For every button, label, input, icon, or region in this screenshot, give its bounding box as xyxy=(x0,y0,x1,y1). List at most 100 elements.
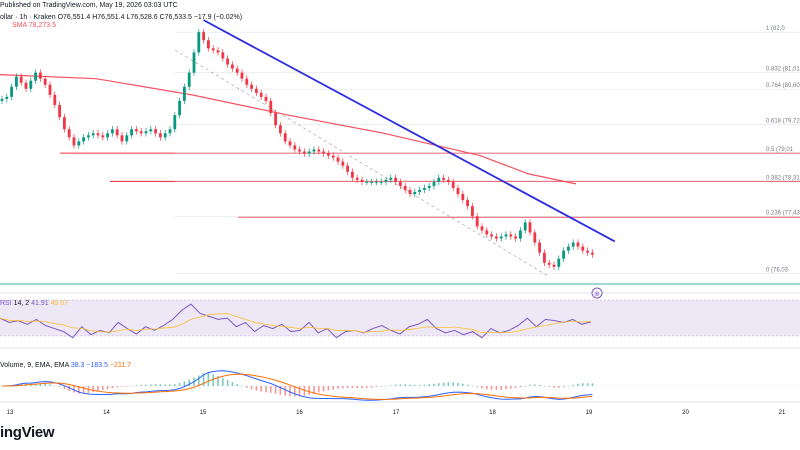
rsi-value2: 45.07 xyxy=(50,300,69,307)
candle-body xyxy=(187,72,191,87)
time-axis: 13 14 15 16 17 18 19 20 21 xyxy=(7,410,786,416)
macd-histogram-bar xyxy=(154,384,157,386)
macd-histogram-bar xyxy=(457,382,459,386)
macd-histogram-bar xyxy=(188,379,190,386)
macd-histogram-bar xyxy=(164,384,166,386)
candle-body xyxy=(543,252,546,263)
macd-histogram-bar xyxy=(591,383,594,386)
macd-histogram-bar xyxy=(519,386,522,388)
macd-histogram-bar xyxy=(385,385,387,387)
macd-histogram-bar xyxy=(505,386,507,390)
macd-histogram-bar xyxy=(231,382,234,386)
rsi-label: RSI xyxy=(0,300,12,307)
macd-histogram-bar xyxy=(567,386,570,387)
macd-histogram-bar xyxy=(116,386,118,388)
macd-histogram-bar xyxy=(500,386,502,390)
candle-body xyxy=(10,86,13,97)
candle-body xyxy=(125,135,129,142)
candle-body xyxy=(259,92,263,97)
macd-histogram-bar xyxy=(356,386,358,389)
x-tick-label: 21 xyxy=(779,410,786,416)
macd-histogram-bar xyxy=(548,386,550,387)
candle-body xyxy=(576,242,580,247)
candle-body xyxy=(413,191,417,194)
fib-label: 1 (82,0 xyxy=(766,26,785,32)
macd-histogram-bar xyxy=(543,385,546,387)
macd-histogram-bar xyxy=(366,386,368,389)
macd-histogram-bar xyxy=(265,386,267,393)
blue-trend-line[interactable] xyxy=(203,19,616,243)
candle-body xyxy=(490,234,493,237)
candle-body xyxy=(298,149,301,152)
candle-body xyxy=(480,226,484,231)
candle-body xyxy=(269,100,273,114)
macd-value-a: −183.5 xyxy=(86,362,109,369)
fib-label: 0.236 (77,43 xyxy=(766,211,800,217)
fib-label: 0.5 (79,01 xyxy=(766,147,794,153)
candle-body xyxy=(471,206,474,217)
macd-histogram-bar xyxy=(428,384,430,386)
macd-histogram-bar xyxy=(318,386,320,393)
macd-histogram-bar xyxy=(159,384,162,386)
candle-body xyxy=(72,137,76,146)
candle-body xyxy=(447,179,450,182)
candle-body xyxy=(48,84,52,95)
macd-histogram-bar xyxy=(126,386,128,387)
x-tick-label: 14 xyxy=(103,410,110,416)
fib-label: 0 (76,03 xyxy=(766,268,789,274)
macd-histogram-bar xyxy=(452,382,454,386)
candle-body xyxy=(571,242,575,247)
rsi-value: 41.91 xyxy=(31,300,49,307)
macd-histogram-bar xyxy=(198,375,200,386)
candle-body xyxy=(360,179,364,182)
fib-diagonal-guide xyxy=(174,49,549,277)
candle-body xyxy=(43,78,47,85)
macd-line xyxy=(1,370,593,401)
candle-body xyxy=(288,141,292,146)
candle-body xyxy=(19,76,23,83)
macd-histogram-bar xyxy=(337,386,339,389)
candle-body xyxy=(202,32,205,41)
candle-body xyxy=(533,232,537,243)
candle-body xyxy=(144,131,148,134)
macd-histogram-bar xyxy=(409,384,411,386)
macd-histogram-bar xyxy=(97,386,99,391)
candlesticks xyxy=(0,28,594,271)
candle-body xyxy=(197,32,201,53)
candle-body xyxy=(341,161,345,166)
alert-icon[interactable] xyxy=(591,287,603,299)
candle-body xyxy=(485,230,489,235)
macd-histogram-bar xyxy=(433,383,435,386)
macd-histogram-bar xyxy=(351,386,354,389)
macd-histogram-bar xyxy=(217,375,219,386)
candle-body xyxy=(163,133,167,138)
x-tick-label: 18 xyxy=(489,410,496,416)
macd-histogram-bar xyxy=(73,386,75,393)
macd-histogram-bar xyxy=(212,374,214,386)
candle-body xyxy=(528,222,532,233)
macd-histogram-bar xyxy=(135,385,138,386)
macd-histogram-bar xyxy=(178,382,181,386)
candle-body xyxy=(346,165,349,172)
alert-icon-glyph: ⊕ xyxy=(594,291,600,298)
macd-histogram-bar xyxy=(538,384,541,386)
sma-line xyxy=(0,74,577,185)
macd-histogram-bar xyxy=(327,386,330,391)
macd-value-short: 38.3 xyxy=(70,362,85,369)
macd-histogram-bar xyxy=(476,386,478,387)
candle-body xyxy=(274,113,277,126)
macd-histogram-bar xyxy=(414,384,416,386)
candle-body xyxy=(87,135,90,138)
macd-histogram-bar xyxy=(106,386,109,390)
candle-body xyxy=(178,100,181,116)
candle-body xyxy=(115,129,119,136)
sma-label: SMA xyxy=(12,22,27,29)
macd-histogram-bar xyxy=(246,386,248,388)
candle-body xyxy=(504,234,508,237)
macd-histogram-bar xyxy=(260,386,262,392)
macd-histogram-bar xyxy=(145,384,147,386)
candle-body xyxy=(307,151,311,154)
candle-body xyxy=(77,141,81,146)
candle-body xyxy=(399,181,402,186)
